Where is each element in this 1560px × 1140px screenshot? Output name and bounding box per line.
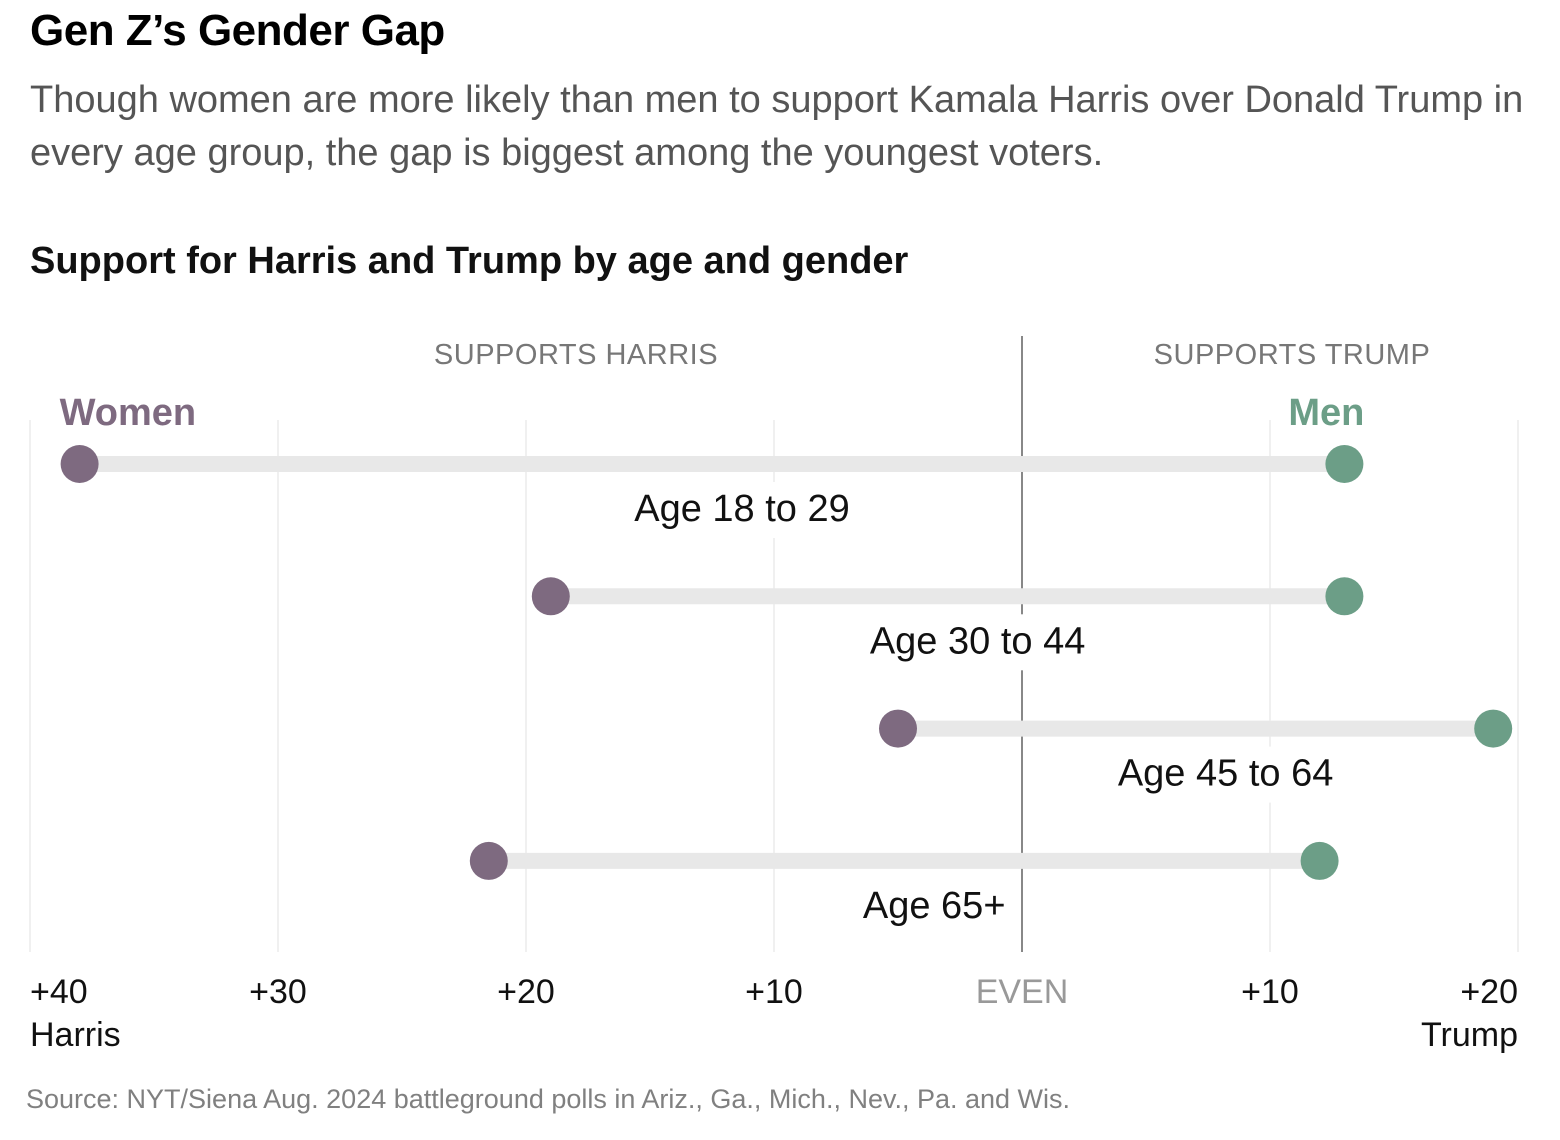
- tick-label: +20: [1460, 973, 1518, 1011]
- section-label-harris: SUPPORTS HARRIS: [434, 339, 718, 371]
- dot-men: [1474, 709, 1513, 748]
- dot-women: [531, 577, 570, 616]
- dumbbell-chart: SUPPORTS HARRIS SUPPORTS TRUMP Women Men Age…: [29, 336, 1519, 1054]
- row-label-bg: [853, 614, 1102, 671]
- row-label: Age 30 to 44: [870, 620, 1086, 662]
- row-label: Age 65+: [863, 885, 1006, 927]
- tick-label: EVEN: [976, 973, 1069, 1011]
- dot-women: [879, 709, 917, 748]
- tick-sublabel: Trump: [1421, 1016, 1518, 1054]
- row-label-bg: [857, 878, 1011, 935]
- tick-label: +10: [1241, 973, 1299, 1011]
- legend-women: Women: [60, 392, 197, 434]
- source-note: Source: NYT/Siena Aug. 2024 battleground…: [26, 1084, 1071, 1114]
- dot-men: [1300, 841, 1339, 880]
- tick-label: +40: [30, 973, 88, 1011]
- dot-women: [60, 445, 99, 483]
- tick-label: +30: [249, 973, 307, 1011]
- headline: Gen Z’s Gender Gap: [30, 6, 445, 55]
- legend-men: Men: [1288, 392, 1364, 434]
- row-label: Age 45 to 64: [1118, 753, 1334, 795]
- row-label-bg: [618, 482, 866, 538]
- dot-women: [469, 841, 508, 880]
- chart-title: Support for Harris and Trump by age and …: [30, 240, 909, 282]
- tick-label: +10: [745, 973, 803, 1011]
- dek-subtitle: Though women are more likely than men to…: [30, 79, 1524, 174]
- row-label: Age 18 to 29: [634, 488, 850, 530]
- section-label-trump: SUPPORTS TRUMP: [1154, 339, 1431, 371]
- dot-men: [1325, 445, 1364, 483]
- row-label-bg: [1101, 746, 1350, 803]
- tick-sublabel: Harris: [30, 1016, 121, 1054]
- dot-men: [1325, 577, 1364, 616]
- tick-label: +20: [497, 973, 555, 1011]
